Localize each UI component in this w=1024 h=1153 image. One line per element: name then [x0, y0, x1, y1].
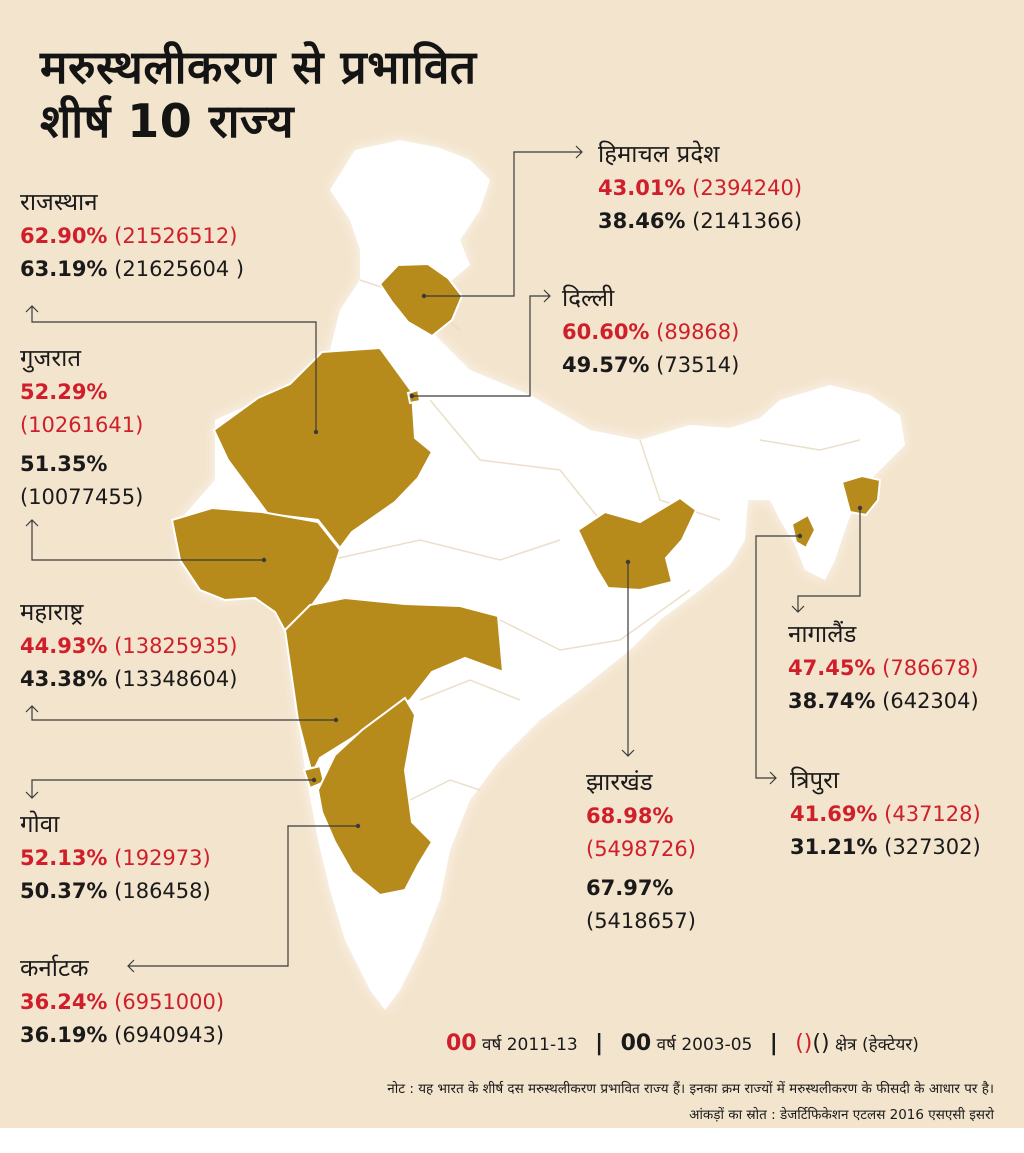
area-2011-13: (89868) — [656, 320, 740, 344]
pct-2011-13: 41.69% — [790, 802, 878, 826]
area-2003-05: (6940943) — [114, 1023, 225, 1047]
state-himachal — [378, 262, 464, 338]
pct-2003-05: 63.19% — [20, 257, 108, 281]
state-name: झारखंड — [586, 768, 653, 796]
legend: 00 वर्ष 2011-13 | 00 वर्ष 2003-05 | ()()… — [446, 1028, 919, 1061]
label-delhi: दिल्ली 60.60% (89868) 49.57% (73514) — [562, 280, 739, 382]
state-name: हिमाचल प्रदेश — [598, 140, 720, 168]
pct-2003-05: 38.46% — [598, 209, 686, 233]
state-name: दिल्ली — [562, 284, 615, 312]
connector-nagaland — [797, 508, 861, 612]
legend-separator: | — [769, 1031, 778, 1056]
footer-notes: नोट : यह भारत के शीर्ष दस मरुस्थलीकरण प्… — [14, 1076, 994, 1128]
pct-2011-13: 60.60% — [562, 320, 650, 344]
area-2011-13: (2394240) — [692, 176, 803, 200]
pct-2003-05: 38.74% — [788, 689, 876, 713]
pct-2011-13: 52.29% — [20, 380, 108, 404]
pct-2003-05: 43.38% — [20, 667, 108, 691]
area-2003-05: (21625604 ) — [114, 257, 245, 281]
state-nagaland — [840, 474, 882, 517]
label-himachal: हिमाचल प्रदेश 43.01% (2394240) 38.46% (2… — [598, 136, 802, 238]
label-rajasthan: राजस्थान 62.90% (21526512) 63.19% (21625… — [20, 184, 244, 286]
state-jharkhand — [576, 496, 698, 592]
state-name: कर्नाटक — [20, 954, 89, 982]
legend-area-label: क्षेत्र (हेक्टेयर) — [834, 1035, 919, 1055]
connector-himachal — [424, 151, 582, 297]
label-gujarat: गुजरात 52.29% (10261641) 51.35% (1007745… — [20, 340, 143, 514]
pct-2003-05: 31.21% — [790, 835, 878, 859]
pct-2011-13: 68.98% — [586, 804, 674, 828]
pct-2003-05: 67.97% — [586, 876, 674, 900]
area-2003-05: (73514) — [656, 353, 740, 377]
title-line-1: मरुस्थलीकरण से प्रभावित — [40, 40, 477, 94]
connector-rajasthan — [31, 306, 317, 432]
area-2011-13: (10261641) — [20, 413, 144, 437]
footer-note: नोट : यह भारत के शीर्ष दस मरुस्थलीकरण प्… — [387, 1081, 994, 1097]
pct-2011-13: 36.24% — [20, 990, 108, 1014]
legend-red-parens: () — [795, 1031, 813, 1056]
footer-strip — [0, 1128, 1024, 1153]
connector-gujarat — [31, 520, 264, 561]
label-nagaland: नागालैंड 47.45% (786678) 38.74% (642304) — [788, 616, 979, 718]
connector-maharashtra — [31, 706, 336, 721]
pct-2011-13: 52.13% — [20, 846, 108, 870]
pct-2011-13: 44.93% — [20, 634, 108, 658]
connector-tripura — [755, 535, 800, 779]
label-tripura: त्रिपुरा 41.69% (437128) 31.21% (327302) — [790, 762, 981, 864]
state-name: गुजरात — [20, 344, 82, 372]
label-maharashtra: महाराष्ट्र 44.93% (13825935) 43.38% (133… — [20, 594, 237, 696]
state-name: गोवा — [20, 810, 60, 838]
area-2003-05: (5418657) — [586, 909, 696, 933]
state-karnataka — [316, 696, 434, 897]
connector-goa — [31, 779, 314, 798]
label-goa: गोवा 52.13% (192973) 50.37% (186458) — [20, 806, 211, 908]
state-name: राजस्थान — [20, 188, 98, 216]
legend-black-sample: 00 — [620, 1031, 652, 1056]
connector-karnataka — [128, 825, 358, 967]
area-2003-05: (186458) — [114, 879, 211, 903]
pct-2003-05: 50.37% — [20, 879, 108, 903]
pct-2003-05: 51.35% — [20, 452, 108, 476]
area-2011-13: (13825935) — [114, 634, 238, 658]
connector-delhi — [412, 295, 550, 397]
area-2011-13: (786678) — [882, 656, 979, 680]
area-2003-05: (2141366) — [692, 209, 803, 233]
legend-period-2003: वर्ष 2003-05 — [656, 1035, 753, 1055]
area-2011-13: (192973) — [114, 846, 211, 870]
page-title: मरुस्थलीकरण से प्रभावित शीर्ष 10 राज्य — [40, 40, 477, 148]
area-2003-05: (327302) — [884, 835, 981, 859]
legend-red-sample: 00 — [446, 1031, 477, 1056]
area-2011-13: (5498726) — [586, 837, 696, 861]
state-name: नागालैंड — [788, 620, 857, 648]
title-line-2: शीर्ष 10 राज्य — [40, 94, 295, 148]
pct-2003-05: 49.57% — [562, 353, 650, 377]
area-2011-13: (437128) — [884, 802, 981, 826]
pct-2003-05: 36.19% — [20, 1023, 108, 1047]
pct-2011-13: 47.45% — [788, 656, 876, 680]
footer-source: आंकड़ों का स्रोत : डेजर्टिफिकेशन एटलस 20… — [689, 1107, 994, 1123]
label-jharkhand: झारखंड 68.98% (5498726) 67.97% (5418657) — [586, 764, 696, 938]
state-name: महाराष्ट्र — [20, 598, 84, 626]
legend-separator: | — [595, 1031, 604, 1056]
pct-2011-13: 43.01% — [598, 176, 686, 200]
area-2011-13: (21526512) — [114, 224, 238, 248]
label-karnataka: कर्नाटक 36.24% (6951000) 36.19% (6940943… — [20, 950, 224, 1052]
area-2003-05: (10077455) — [20, 485, 144, 509]
pct-2011-13: 62.90% — [20, 224, 108, 248]
state-name: त्रिपुरा — [790, 766, 840, 794]
state-tripura — [790, 513, 817, 550]
legend-black-parens: () — [812, 1031, 830, 1056]
area-2003-05: (13348604) — [114, 667, 238, 691]
area-2011-13: (6951000) — [114, 990, 225, 1014]
legend-period-2011: वर्ष 2011-13 — [482, 1035, 578, 1055]
area-2003-05: (642304) — [882, 689, 979, 713]
